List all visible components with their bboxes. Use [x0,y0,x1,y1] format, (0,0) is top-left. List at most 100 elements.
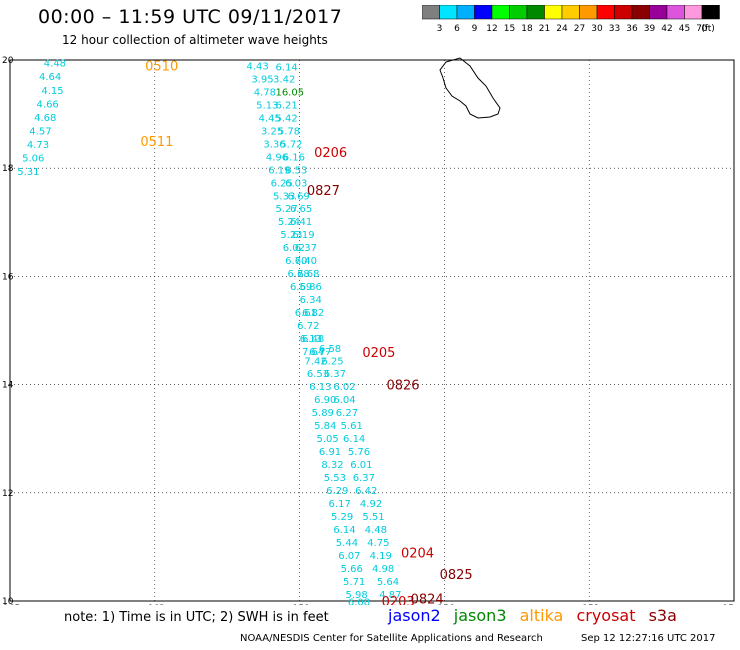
swh-value: 6.40 [295,256,317,267]
swh-value: 6.37 [353,473,375,484]
swh-value: 6.17 [329,499,351,510]
swh-value: 4.96 [266,152,288,163]
swh-value: 6.27 [336,408,358,419]
swh-value: 6.04 [333,395,355,406]
swh-value: 6.25 [321,356,343,367]
map-title: 00:00 – 11:59 UTC 09/11/2017 [38,6,343,28]
x-tick-label: -153 [579,604,599,605]
swh-value: 6.14 [343,434,365,445]
scale-label: 15 [504,24,515,34]
swh-value: 5.64 [377,577,399,588]
pass-label: 0510 [145,59,178,74]
scale-label: 70 [696,24,708,34]
pass-label: 0827 [307,184,340,199]
map-grid [10,60,734,601]
swh-value: 5.33 [273,191,295,202]
swh-value: 4.48 [44,59,66,70]
swh-value: 6.19 [292,230,314,241]
swh-value: 5.13 [256,100,278,111]
swh-value: 3.95 [251,74,273,85]
scale-label: 36 [626,24,638,34]
swh-value: 6.82 [302,308,324,319]
scale-label: 3 [437,24,443,34]
legend-jason2: jason2 [388,606,441,625]
map-frame [9,59,735,602]
swh-value: 6.78 [288,269,310,280]
swh-value: 6.03 [285,178,307,189]
y-tick-label: 14 [2,381,14,391]
swh-value: 4.57 [29,126,51,137]
swh-value: 4.43 [247,61,269,72]
swh-value: 6.02 [283,243,305,254]
axis-ticks: -165 -162 -159 -156 -153 -15 20 18 16 14 12 10 [0,56,734,605]
swh-value: 5.27 [275,204,297,215]
swh-value: 4.78 [254,87,276,98]
y-tick-label: 20 [2,56,14,66]
scale-label: 18 [521,24,533,34]
legend-jason3: jason3 [453,606,507,625]
swh-value: 5.24 [278,217,300,228]
scale-label: 30 [591,24,603,34]
swh-value: 6.16 [283,152,305,163]
scale-swatch [701,5,720,20]
swh-value: 6.65 [290,204,312,215]
y-tick-label: 12 [2,489,13,499]
swh-value: 4.98 [372,564,394,575]
scale-label: 21 [539,24,550,34]
swh-value: 4.66 [37,99,59,110]
swh-value: 6.58 [319,344,341,355]
footer-timestamp: Sep 12 12:27:16 UTC 2017 [581,633,716,644]
x-tick-label: -15 [719,604,734,605]
scale-label: 39 [644,24,656,34]
scale-label: 9 [472,24,478,34]
swh-value: 5.42 [275,113,297,124]
swh-value: 6.13 [300,334,322,345]
swh-value: 4.15 [41,86,63,97]
swh-value: 6.72 [297,321,319,332]
swh-value: 7.42 [304,356,326,367]
swh-value: 4.19 [370,551,392,562]
swh-value: 5.61 [341,421,363,432]
swh-value: 6.53 [307,369,329,380]
swh-value: 6.70 [285,256,307,267]
swh-value: 5.89 [312,408,334,419]
swh-value: 5.44 [336,538,358,549]
wave-height-map: -165 -162 -159 -156 -153 -15 20 18 16 14 12 10 4.48… [0,56,735,605]
legend-cryosat: cryosat [576,606,636,625]
x-tick-label: -165 [0,604,20,605]
swh-value: 6.68 [297,269,319,280]
swh-value: 5.51 [362,512,384,523]
pass-label: 0203 [382,595,415,605]
swh-value: 5.72 [280,139,302,150]
swh-value: 6.90 [314,395,336,406]
swh-value: 6.14 [333,525,355,536]
swh-value: 6.01 [350,460,372,471]
swh-value: 5.98 [345,590,367,601]
scale-label: 24 [556,24,568,34]
pass-label: 0825 [440,568,473,583]
swh-value: 6.21 [275,100,297,111]
swh-value: 6.19 [268,165,290,176]
swh-value: 6.29 [326,486,348,497]
swh-value: 6.59 [290,282,312,293]
swh-value: 4.92 [360,499,382,510]
swh-value: 4.73 [27,140,49,151]
note-text: note: 1) Time is in UTC; 2) SWH is in fe… [64,610,329,625]
legend-s3a: s3a [648,606,677,625]
pass-label: 0205 [362,346,395,361]
swh-value: 4.48 [365,525,387,536]
y-tick-label: 18 [2,164,14,174]
swh-value: 6.41 [290,217,312,228]
pass-label: 0826 [386,379,419,394]
swh-value: 5.31 [17,167,39,178]
pass-label: 0511 [140,135,173,150]
swh-value: 16.05 [275,87,304,98]
scale-units: (ft) [701,24,715,34]
swh-value: 3.36 [263,139,285,150]
wave-height-values: 4.48 4.64 4.15 4.66 4.68 4.57 4.73 5.06 5.31 4.43… [17,59,401,605]
swh-value: 5.05 [316,434,338,445]
swh-value: 6.14 [275,62,297,73]
swh-value: 5.06 [22,153,44,164]
swh-value: 8.32 [321,460,343,471]
